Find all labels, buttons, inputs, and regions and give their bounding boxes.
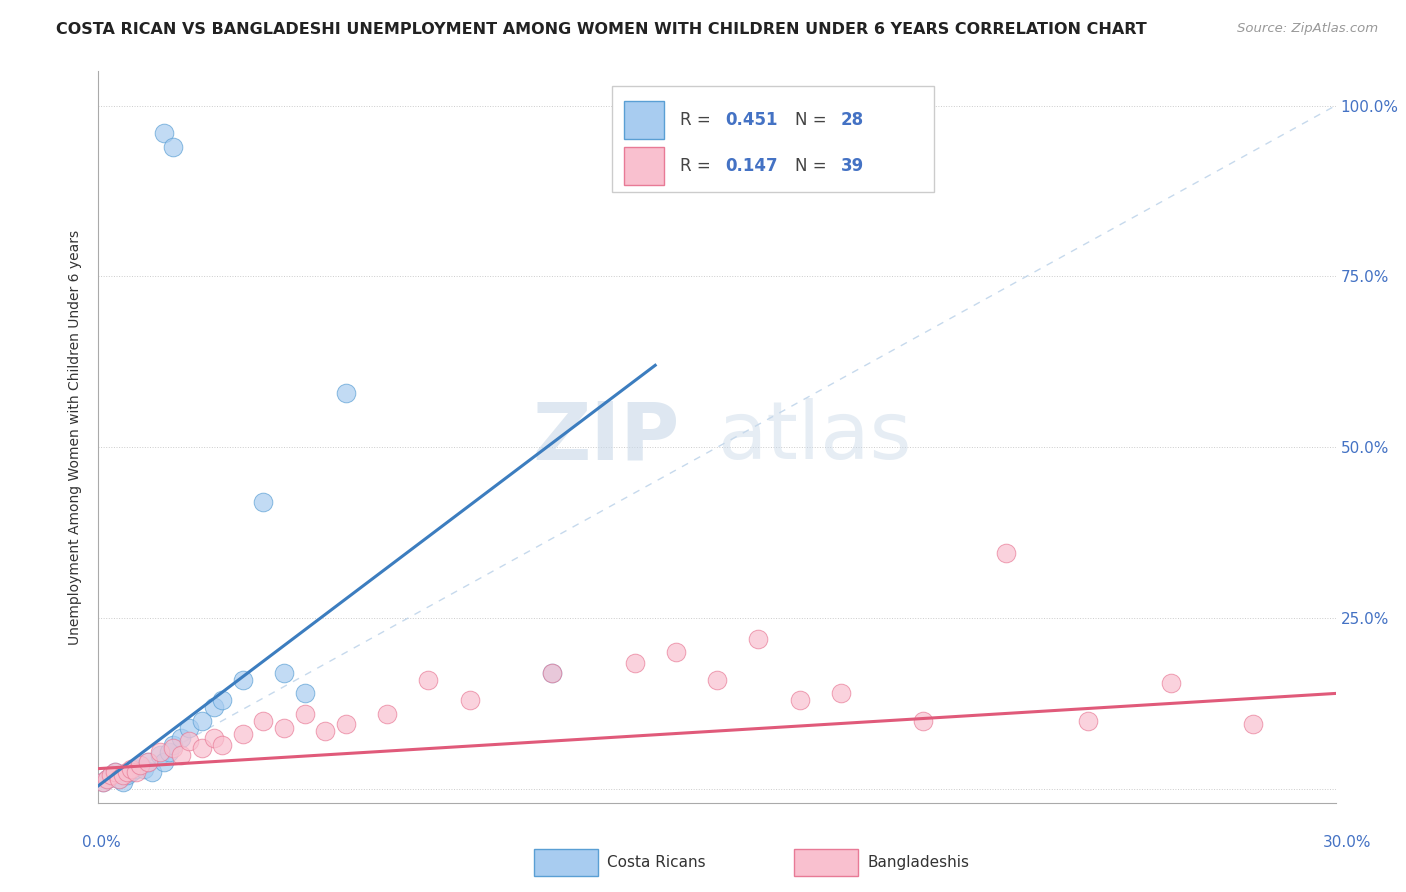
Point (170, 747, 193, 762)
Point (273, 721, 295, 735)
Point (149, 747, 172, 762)
Point (104, 765, 127, 780)
Point (458, 693, 481, 707)
Point (108, 772, 131, 786)
Point (994, 546, 1017, 560)
Text: Source: ZipAtlas.com: Source: ZipAtlas.com (1237, 22, 1378, 36)
Point (179, 721, 201, 735)
Point (202, 700, 225, 714)
Point (211, 693, 233, 707)
Point (153, 755, 176, 769)
Point (335, 385, 357, 400)
Point (190, 741, 212, 756)
Point (252, 714, 274, 728)
Point (706, 673, 728, 687)
Point (202, 731, 225, 745)
Point (136, 755, 159, 769)
Point (1160, 676, 1182, 690)
FancyBboxPatch shape (612, 86, 934, 192)
Point (294, 686, 316, 700)
Point (830, 686, 852, 700)
Text: N =: N = (794, 112, 832, 129)
Point (375, 706, 398, 721)
Point (912, 714, 935, 728)
Point (1241, 717, 1264, 731)
Point (789, 693, 811, 707)
Point (170, 731, 193, 745)
Point (100, 768, 122, 782)
Point (294, 706, 316, 721)
Point (120, 762, 142, 776)
Point (132, 762, 155, 776)
Point (124, 762, 146, 776)
Point (91, 775, 114, 789)
Point (120, 765, 142, 780)
Text: 28: 28 (841, 112, 863, 129)
Point (162, 139, 184, 153)
FancyBboxPatch shape (624, 102, 664, 139)
Point (1077, 714, 1099, 728)
Point (541, 665, 564, 680)
Point (128, 758, 150, 772)
Text: R =: R = (681, 112, 716, 129)
Text: N =: N = (794, 157, 832, 175)
Point (541, 665, 564, 680)
Point (232, 673, 254, 687)
Text: Bangladeshis: Bangladeshis (868, 855, 970, 870)
Point (162, 741, 184, 756)
Point (418, 673, 440, 687)
Text: 30.0%: 30.0% (1323, 836, 1371, 850)
Text: atlas: atlas (717, 398, 911, 476)
Point (665, 645, 688, 659)
Point (273, 665, 295, 680)
FancyBboxPatch shape (624, 146, 664, 185)
Point (157, 745, 180, 759)
Point (96, 772, 118, 786)
Point (179, 734, 201, 748)
Text: 0.451: 0.451 (725, 112, 778, 129)
Point (747, 632, 769, 646)
Point (112, 768, 135, 782)
Text: 0.0%: 0.0% (82, 836, 121, 850)
Text: COSTA RICAN VS BANGLADESHI UNEMPLOYMENT AMONG WOMEN WITH CHILDREN UNDER 6 YEARS : COSTA RICAN VS BANGLADESHI UNEMPLOYMENT … (56, 22, 1147, 37)
Point (117, 768, 139, 782)
Point (128, 758, 150, 772)
Point (211, 738, 233, 752)
Point (141, 765, 163, 780)
Point (162, 738, 184, 752)
Text: R =: R = (681, 157, 716, 175)
Point (153, 126, 176, 140)
Point (149, 745, 172, 759)
Text: 39: 39 (841, 157, 865, 175)
Point (335, 717, 357, 731)
Point (314, 724, 336, 739)
Point (96, 772, 118, 786)
Point (117, 765, 139, 780)
Point (252, 495, 274, 509)
Point (100, 768, 122, 782)
Point (124, 765, 146, 780)
Y-axis label: Unemployment Among Women with Children Under 6 years: Unemployment Among Women with Children U… (69, 229, 83, 645)
Point (91, 775, 114, 789)
Text: ZIP: ZIP (533, 398, 681, 476)
Point (104, 765, 127, 780)
Point (232, 727, 254, 741)
Point (190, 714, 212, 728)
Point (136, 755, 159, 769)
Point (112, 775, 135, 789)
Point (108, 772, 131, 786)
Point (623, 656, 645, 670)
Text: 0.147: 0.147 (725, 157, 779, 175)
Text: Costa Ricans: Costa Ricans (607, 855, 706, 870)
